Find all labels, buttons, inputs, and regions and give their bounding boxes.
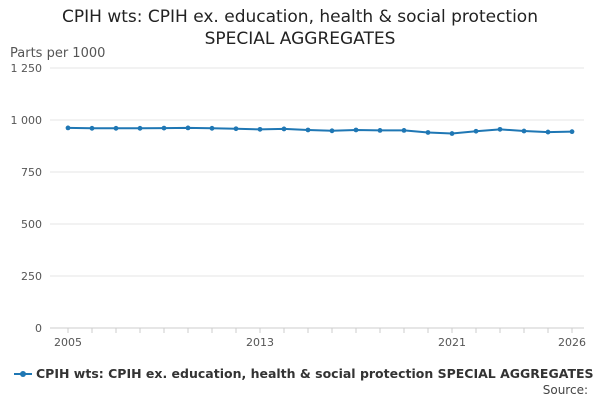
y-tick-label: 500 (21, 218, 42, 231)
legend-series-marker (14, 369, 32, 379)
data-point[interactable] (473, 128, 479, 134)
data-point[interactable] (497, 126, 503, 132)
data-point[interactable] (113, 125, 119, 131)
y-tick-label: 1 000 (11, 114, 43, 127)
data-point[interactable] (233, 126, 239, 132)
data-point[interactable] (137, 125, 143, 131)
data-point[interactable] (161, 125, 167, 131)
x-tick-label: 2021 (438, 336, 466, 349)
chart-title: CPIH wts: CPIH ex. education, health & s… (0, 6, 600, 50)
chart-title-line-1: CPIH wts: CPIH ex. education, health & s… (62, 7, 538, 27)
y-tick-label: 1 250 (11, 62, 43, 75)
y-tick-label: 0 (35, 322, 42, 335)
source-label: Source: (542, 383, 588, 397)
x-axis: 2005 2013 2021 2026 (54, 328, 586, 349)
data-point[interactable] (521, 128, 527, 134)
data-point[interactable] (545, 129, 551, 135)
y-axis-label: Parts per 1000 (10, 46, 105, 61)
y-axis: 0 250 500 750 1 000 1 250 (11, 62, 43, 335)
series-line (67, 126, 573, 135)
data-point[interactable] (281, 126, 287, 132)
data-point[interactable] (401, 127, 407, 133)
data-point[interactable] (329, 128, 335, 134)
x-tick-label: 2005 (54, 336, 82, 349)
data-point[interactable] (89, 125, 95, 131)
y-tick-label: 750 (21, 166, 42, 179)
data-point[interactable] (65, 125, 71, 131)
x-tick-label: 2026 (558, 336, 586, 349)
gridlines (50, 67, 584, 329)
x-tick-label: 2013 (246, 336, 274, 349)
data-point[interactable] (377, 127, 383, 133)
data-point[interactable] (209, 125, 215, 131)
data-point[interactable] (185, 125, 191, 131)
chart-title-line-2: SPECIAL AGGREGATES (204, 29, 396, 49)
data-point[interactable] (449, 131, 455, 136)
series-layer (65, 125, 575, 136)
data-point[interactable] (353, 127, 359, 133)
y-tick-label: 250 (21, 270, 42, 283)
data-point[interactable] (305, 127, 311, 133)
legend[interactable]: CPIH wts: CPIH ex. education, health & s… (14, 366, 594, 381)
data-point[interactable] (425, 130, 431, 135)
data-point[interactable] (569, 129, 575, 135)
data-point[interactable] (257, 126, 263, 132)
legend-series-label: CPIH wts: CPIH ex. education, health & s… (36, 366, 594, 381)
